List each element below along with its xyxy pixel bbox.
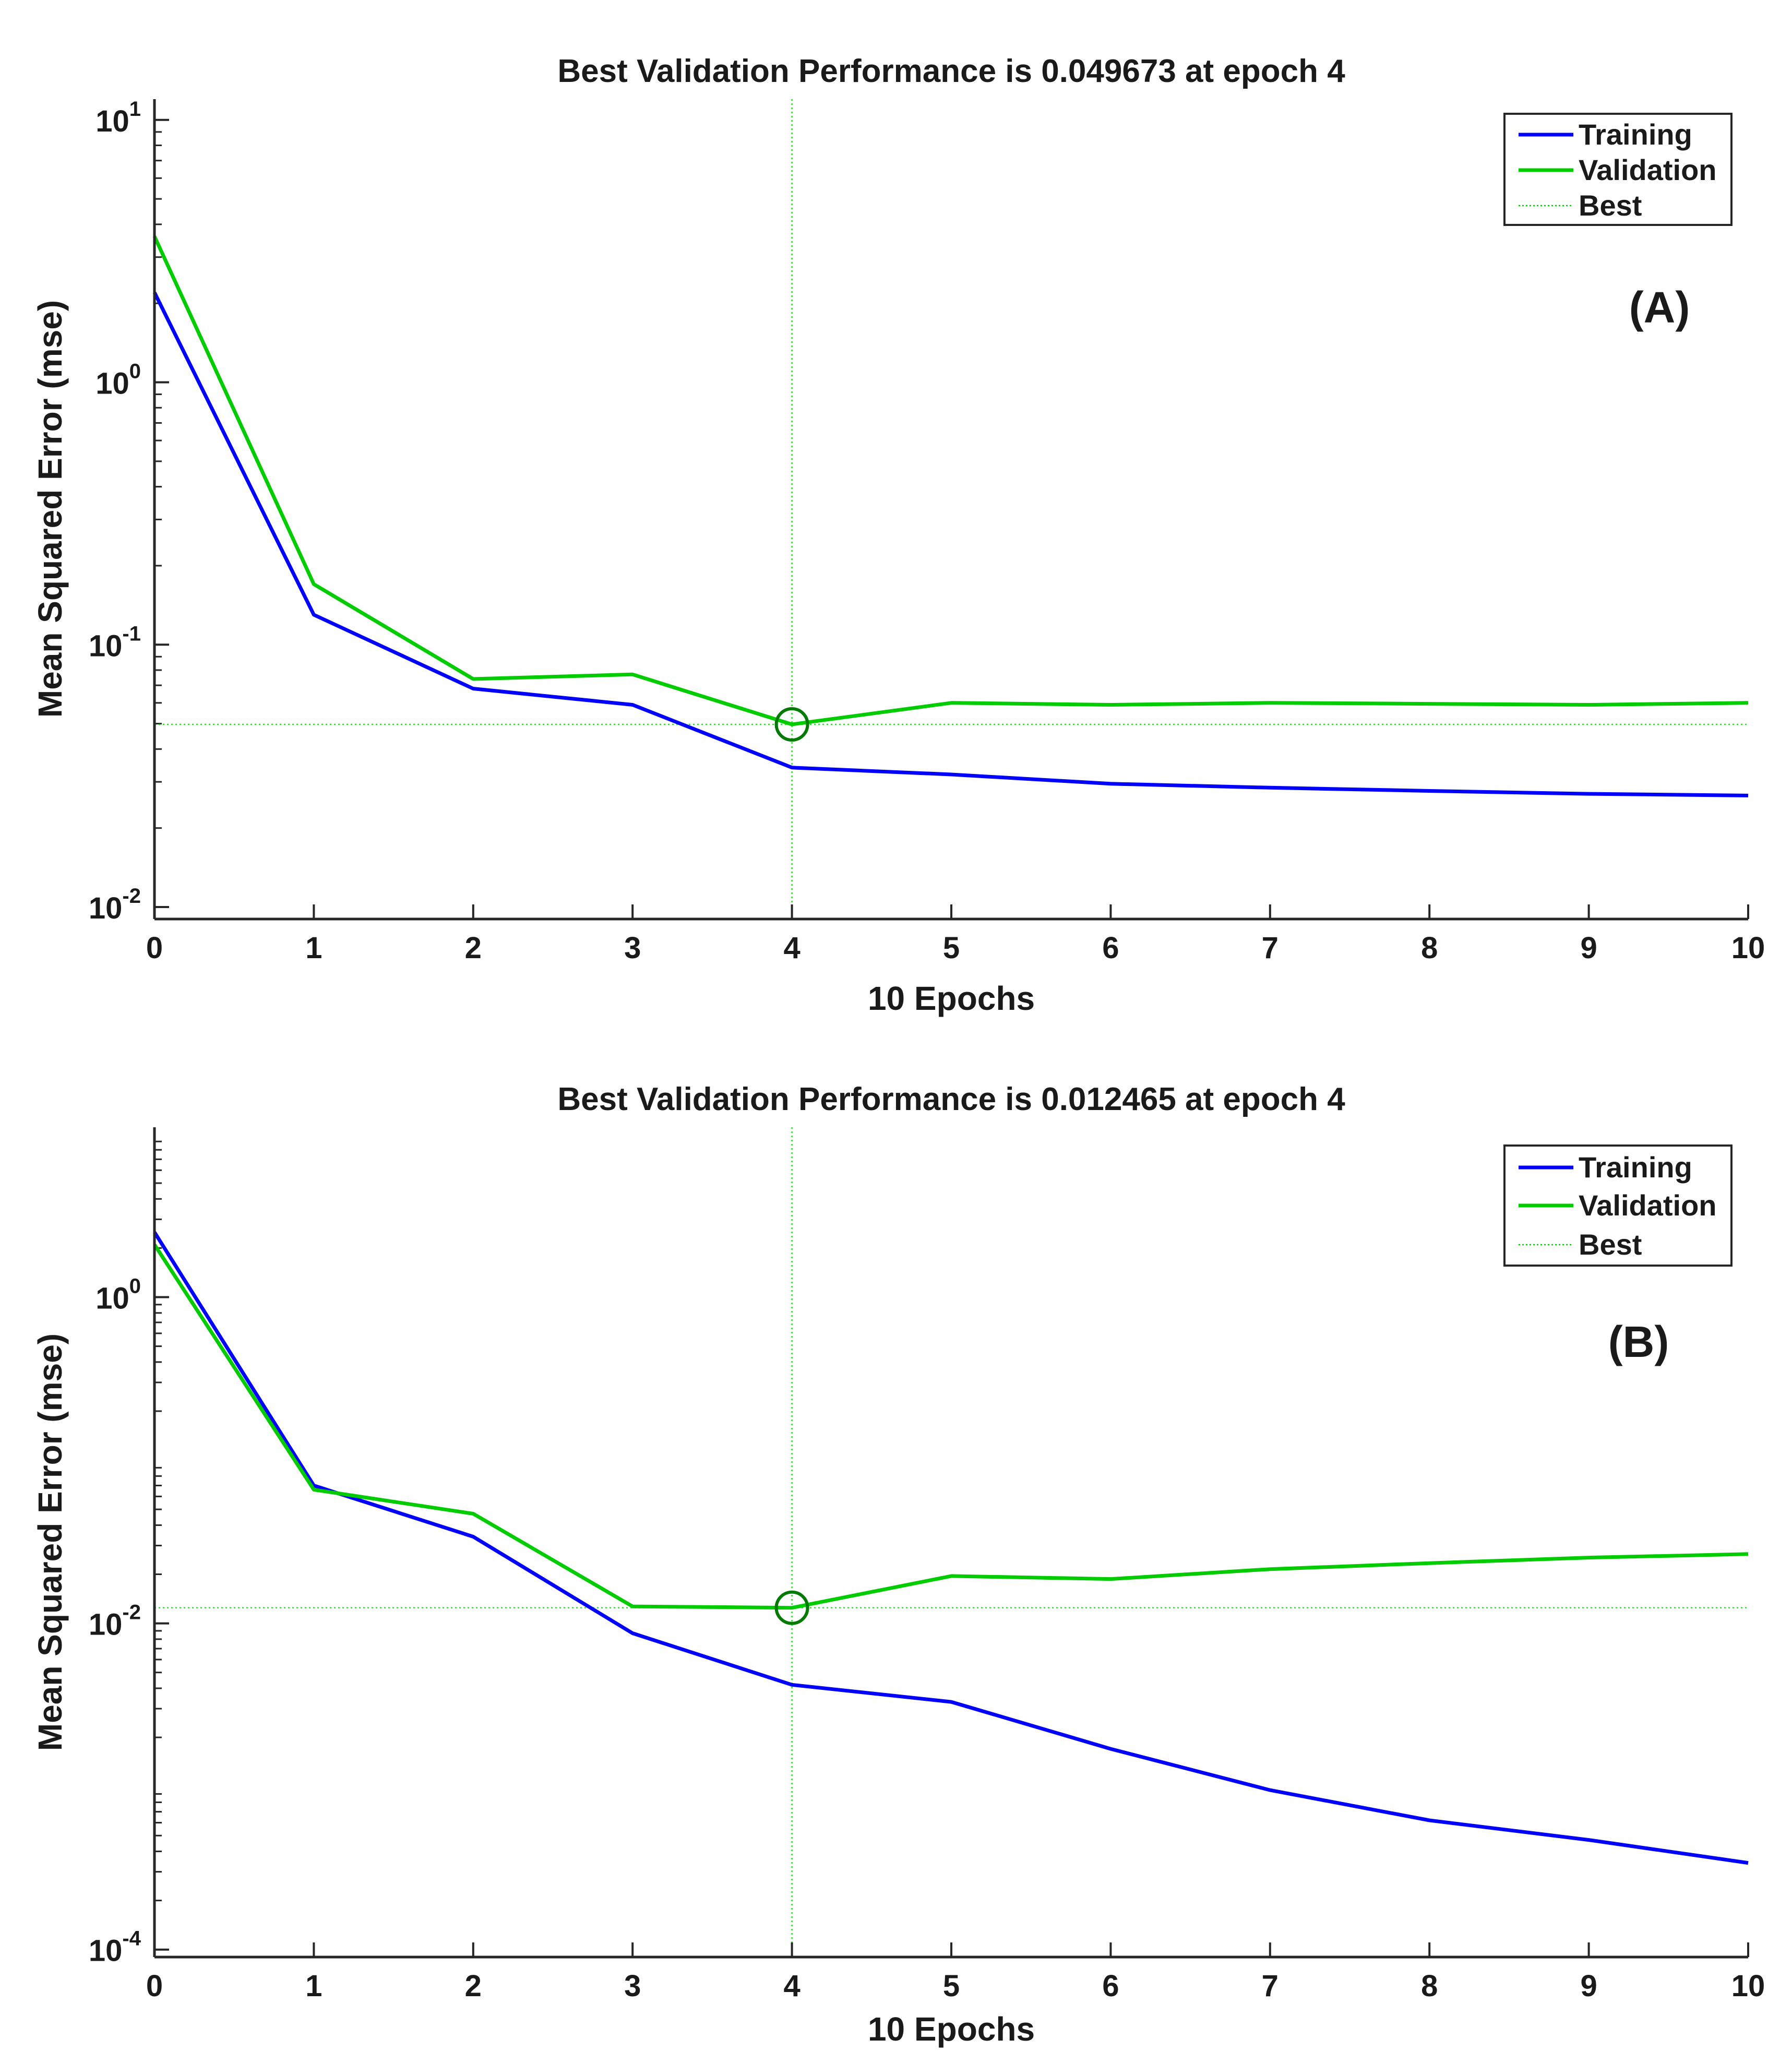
y-tick-label: 10-1: [89, 622, 141, 663]
best-lines-group: [154, 1127, 1748, 1957]
plot-area-background: [154, 99, 1748, 919]
series-group: [152, 235, 1749, 797]
series-line-training: [152, 291, 1749, 797]
y-axis-label: Mean Squared Error (mse): [31, 300, 69, 718]
x-tick-label: 1: [305, 931, 322, 965]
best-marker: [774, 1590, 809, 1625]
x-tick-label: 9: [1580, 931, 1597, 965]
x-tick-label: 3: [624, 1969, 641, 2003]
x-ticks-group: 0 1 2 3 4 5 6 7 8 9 10: [146, 1942, 1765, 2003]
x-tick-label: 10: [1731, 1969, 1765, 2003]
series-line-training: [153, 1231, 1749, 1865]
chart-title: Best Validation Performance is 0.049673 …: [557, 53, 1345, 89]
x-axis-label: 10 Epochs: [868, 2010, 1035, 2048]
x-tick-label: 2: [465, 931, 482, 965]
legend: Training Validation Best: [1503, 113, 1733, 226]
x-tick-label: 8: [1421, 931, 1438, 965]
chart-title: Best Validation Performance is 0.012465 …: [557, 1081, 1345, 1117]
y-tick-label: 10-4: [89, 1927, 141, 1968]
x-tick-label: 0: [146, 1969, 163, 2003]
panel-label: (A): [1629, 283, 1690, 332]
x-tick-label: 6: [1102, 931, 1119, 965]
x-tick-label: 7: [1262, 931, 1279, 965]
legend: Training Validation Best: [1503, 1144, 1733, 1267]
x-tick-label: 7: [1262, 1969, 1279, 2003]
x-tick-label: 2: [465, 1969, 482, 2003]
x-ticks-group: 0 1 2 3 4 5 6 7 8 9 10: [146, 904, 1765, 965]
y-tick-label: 100: [95, 360, 141, 401]
y-tick-label: 10-2: [89, 1601, 141, 1642]
x-tick-label: 8: [1421, 1969, 1438, 2003]
legend-training-label: Training: [1579, 1151, 1692, 1184]
y-tick-label: 100: [95, 1274, 141, 1315]
panel-b: 0 1 2 3 4 5 6 7 8 9 10 100 10-2 10-4 Best Validation…: [31, 1081, 1765, 2048]
panel-a: 0 1 2 3 4 5 6 7 8 9 10 101 100 10-1 10-2 Best Validat…: [31, 53, 1765, 1017]
y-tick-label: 10-2: [89, 885, 141, 925]
x-tick-label: 4: [783, 1969, 800, 2003]
x-tick-label: 4: [783, 931, 800, 965]
plot-area-background: [154, 1127, 1748, 1957]
series-line-validation: [152, 235, 1749, 726]
x-tick-label: 3: [624, 931, 641, 965]
y-axis-label: Mean Squared Error (mse): [31, 1333, 69, 1751]
x-axis-label: 10 Epochs: [868, 980, 1035, 1017]
legend-best-label: Best: [1579, 1228, 1642, 1261]
best-lines-group: [154, 99, 1748, 919]
x-tick-label: 5: [943, 1969, 960, 2003]
x-tick-label: 6: [1102, 1969, 1119, 2003]
x-tick-label: 0: [146, 931, 163, 965]
y-ticks-group: 100 10-2 10-4: [89, 1274, 169, 1968]
y-ticks-group: 101 100 10-1 10-2: [89, 98, 169, 925]
x-tick-label: 5: [943, 931, 960, 965]
legend-validation-label: Validation: [1579, 153, 1717, 186]
series-line-validation: [153, 1243, 1749, 1610]
legend-best-label: Best: [1579, 189, 1642, 222]
best-marker: [774, 707, 809, 742]
legend-training-label: Training: [1579, 118, 1692, 151]
legend-validation-label: Validation: [1579, 1189, 1717, 1222]
x-tick-label: 10: [1731, 931, 1765, 965]
series-group: [153, 1231, 1749, 1865]
x-tick-label: 9: [1580, 1969, 1597, 2003]
panel-label: (B): [1608, 1317, 1669, 1366]
y-tick-label: 101: [95, 98, 141, 138]
x-tick-label: 1: [305, 1969, 322, 2003]
